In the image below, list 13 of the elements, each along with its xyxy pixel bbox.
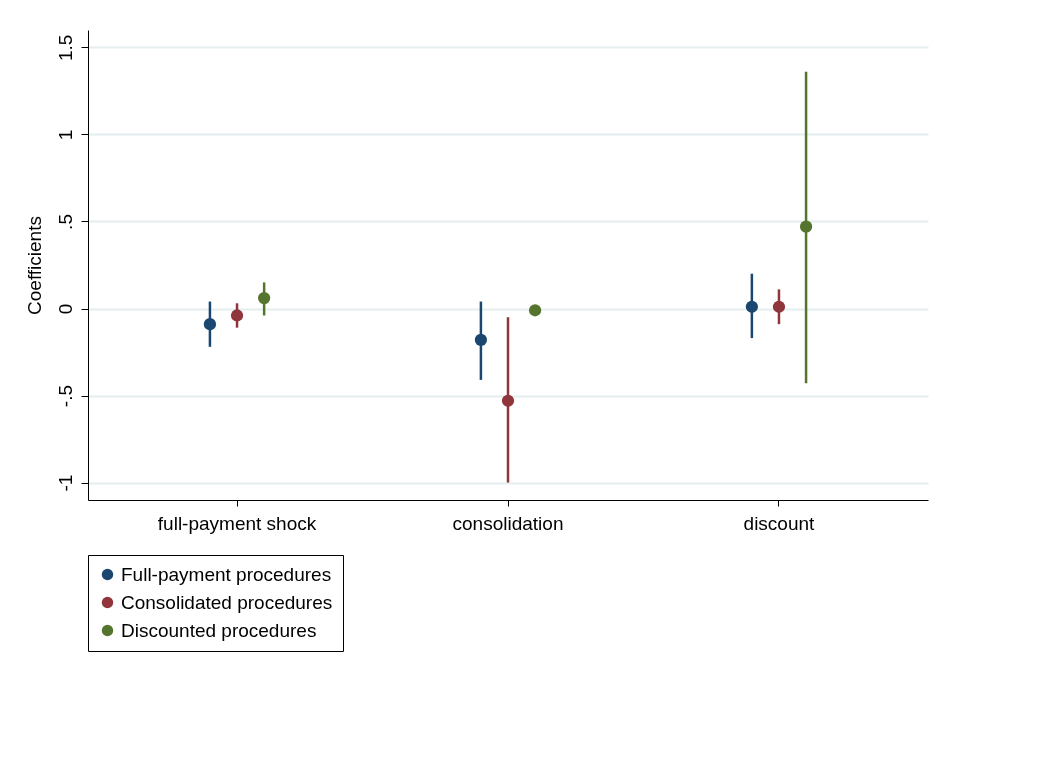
legend-label: Discounted procedures: [121, 619, 317, 641]
x-tick-label: full-payment shock: [157, 512, 317, 534]
y-tick-label: -1: [54, 474, 76, 492]
legend-label: Consolidated procedures: [121, 591, 333, 613]
legend-label: Full-payment procedures: [121, 563, 332, 585]
y-tick-label: 0: [54, 303, 76, 315]
y-axis-title: Coefficients: [23, 216, 45, 315]
y-tick-label: 1: [54, 129, 76, 141]
y-tick-label: -.5: [54, 384, 76, 408]
y-tick-label: .5: [54, 214, 76, 230]
y-tick-label: 1.5: [54, 34, 76, 62]
x-tick-label: discount: [743, 512, 816, 534]
x-tick-label: consolidation: [452, 512, 564, 534]
